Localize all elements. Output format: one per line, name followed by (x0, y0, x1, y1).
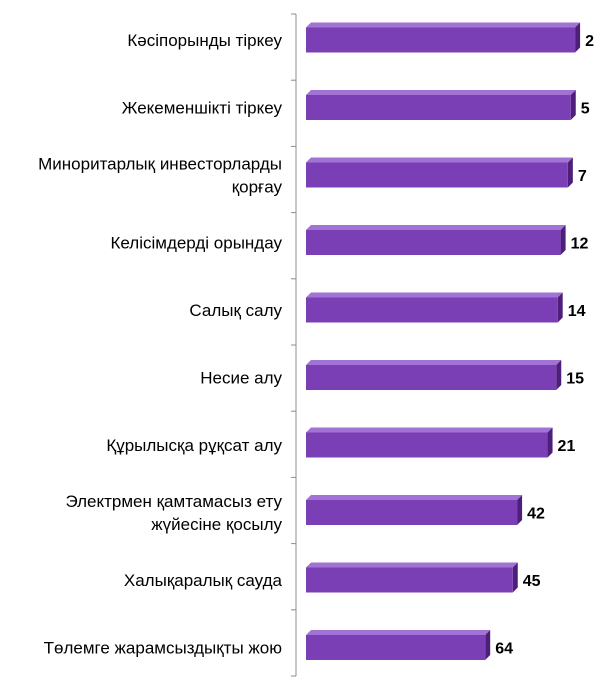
bar-top-face (306, 90, 576, 95)
value-label: 21 (558, 438, 576, 455)
bar-top-face (306, 157, 573, 163)
bar-top-face (306, 630, 491, 635)
category-label: Төлемге жарамсыздықты жою (44, 639, 283, 658)
bar (306, 27, 576, 53)
bar (306, 230, 561, 255)
bar-side-face (575, 22, 581, 53)
bar (306, 432, 548, 458)
value-label: 14 (568, 303, 586, 320)
category-label: Кәсіпорынды тіркеу (127, 31, 282, 50)
bar-top-face (306, 292, 563, 298)
bar (306, 95, 571, 120)
bar-side-face (556, 360, 562, 390)
category-label: Жекеменшікті тіркеу (122, 99, 283, 118)
category-label: Салық салу (189, 301, 282, 320)
bar (306, 500, 518, 525)
bar-side-face (557, 292, 563, 323)
value-label: 45 (523, 573, 541, 590)
bar-top-face (306, 360, 562, 365)
bar-side-face (512, 562, 518, 593)
category-label: Келісімдерді орындау (110, 234, 282, 253)
category-label: Халықаралық сауда (124, 571, 283, 590)
bar-side-face (567, 157, 573, 188)
bar (306, 365, 557, 390)
bar-side-face (517, 495, 523, 525)
bar-side-face (570, 90, 576, 120)
bar-side-face (560, 225, 566, 255)
category-label: Несие алу (200, 369, 282, 388)
bar (306, 567, 513, 593)
value-label: 5 (581, 101, 590, 118)
value-label: 42 (527, 506, 545, 523)
bar-top-face (306, 22, 581, 28)
bar-side-face (485, 630, 491, 660)
value-label: 7 (578, 168, 587, 185)
bar-top-face (306, 225, 566, 230)
category-label: Миноритарлық инвесторларды қорғау (38, 155, 282, 197)
value-label: 12 (571, 236, 589, 253)
bar-top-face (306, 495, 523, 500)
bar-side-face (547, 427, 553, 458)
category-label: Құрылысқа рұқсат алу (106, 436, 282, 455)
value-label: 64 (495, 641, 513, 658)
category-label: Электрмен қамтамасыз ету жүйесіне қосылу (65, 492, 282, 534)
bar (306, 297, 558, 323)
value-label: 2 (585, 33, 594, 50)
value-label: 15 (566, 371, 584, 388)
bar (306, 635, 486, 660)
bar (306, 162, 568, 188)
bar-top-face (306, 562, 518, 568)
bar-top-face (306, 427, 553, 433)
